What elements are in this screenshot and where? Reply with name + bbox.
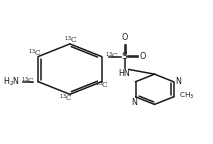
Text: $^{13}$C: $^{13}$C — [59, 92, 73, 104]
Text: $^{13}$C: $^{13}$C — [21, 76, 35, 87]
Text: O: O — [140, 52, 146, 61]
Text: $^{13}$C: $^{13}$C — [64, 35, 77, 46]
Text: CH$_3$: CH$_3$ — [179, 91, 194, 101]
Text: N: N — [132, 98, 137, 107]
Text: N: N — [175, 76, 181, 86]
Text: H$_2$N: H$_2$N — [3, 75, 20, 88]
Text: $^{13}$C: $^{13}$C — [95, 80, 109, 91]
Text: $^{13}$C: $^{13}$C — [105, 51, 119, 62]
Text: S: S — [122, 52, 127, 61]
Text: $^{13}$C: $^{13}$C — [28, 47, 41, 59]
Text: O: O — [121, 33, 128, 42]
Text: HN: HN — [119, 69, 130, 78]
